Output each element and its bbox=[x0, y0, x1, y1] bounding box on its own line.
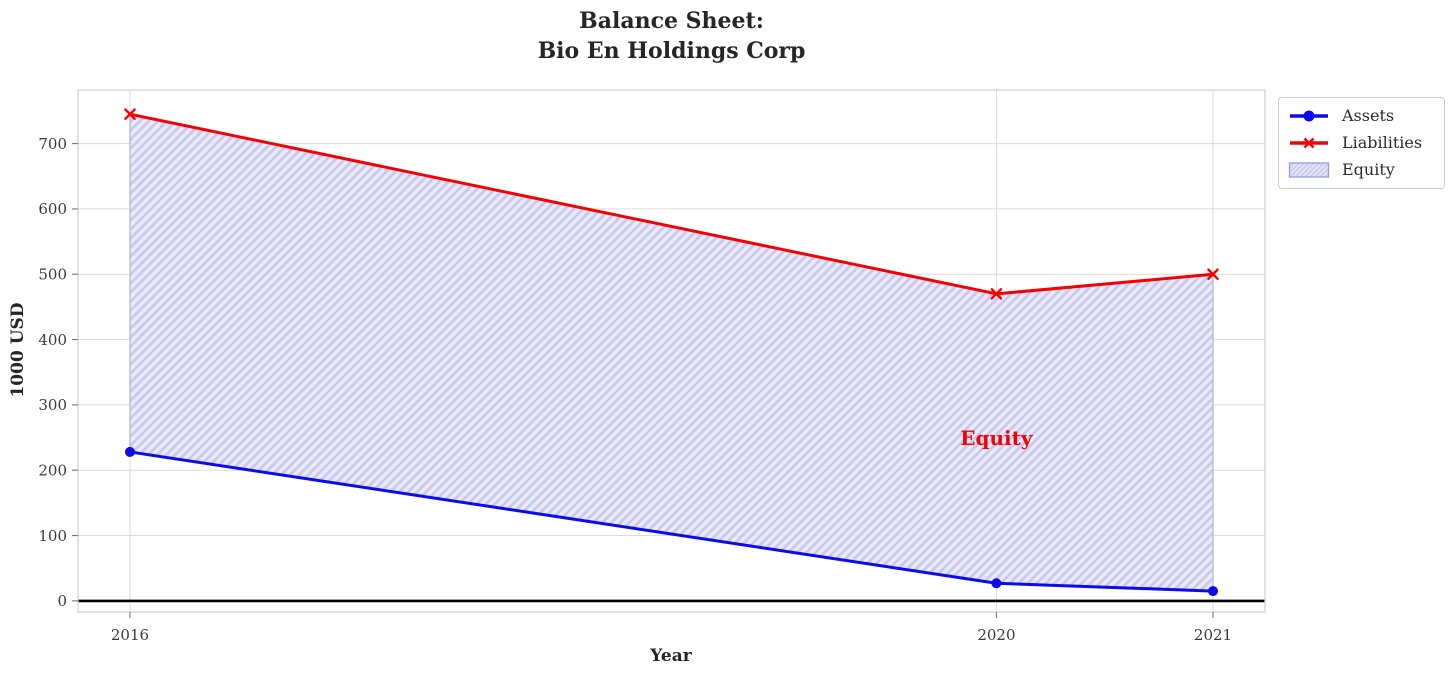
legend-label-equity: Equity bbox=[1342, 159, 1395, 179]
legend-item-assets: Assets bbox=[1287, 103, 1436, 130]
axes-spines bbox=[77, 89, 1266, 613]
equity-annotation: Equity bbox=[960, 425, 1033, 450]
x-tick-label: 2020 bbox=[977, 626, 1015, 644]
y-tick-label: 300 bbox=[38, 396, 67, 414]
legend-label-assets: Assets bbox=[1342, 106, 1395, 126]
chart-title: Balance Sheet: Bio En Holdings Corp bbox=[78, 6, 1265, 66]
x-axis-label: Year bbox=[650, 646, 692, 666]
equity-patch-swatch bbox=[1288, 162, 1330, 178]
y-tick-label: 700 bbox=[38, 135, 67, 153]
y-tick-label: 200 bbox=[38, 461, 67, 479]
y-tick-label: 400 bbox=[38, 331, 67, 349]
tick-labels: 0 100 200 300 400 500 600 700 2016 2020 2021 bbox=[38, 135, 1232, 644]
assets-line-swatch bbox=[1290, 110, 1328, 122]
tick-marks bbox=[72, 143, 1214, 618]
chart-title-line-2: Bio En Holdings Corp bbox=[537, 38, 806, 64]
y-axis-label: 1000 USD bbox=[8, 302, 28, 398]
legend-label-liabilities: Liabilities bbox=[1342, 133, 1423, 152]
legend: Assets Liabilities Equity bbox=[1278, 97, 1445, 189]
assets-markers bbox=[124, 446, 1219, 597]
legend-item-equity: Equity bbox=[1287, 156, 1436, 183]
liabilities-line-swatch bbox=[1290, 137, 1328, 149]
y-tick-label: 500 bbox=[38, 265, 67, 283]
x-tick-label: 2021 bbox=[1194, 626, 1232, 644]
y-tick-label: 0 bbox=[57, 592, 67, 610]
y-tick-label: 600 bbox=[38, 200, 67, 218]
x-tick-label: 2016 bbox=[111, 626, 149, 644]
y-tick-label: 100 bbox=[38, 527, 67, 545]
equity-fill-region bbox=[129, 113, 1214, 592]
chart-title-line-1: Balance Sheet: bbox=[579, 8, 764, 34]
legend-item-liabilities: Liabilities bbox=[1287, 130, 1436, 157]
liabilities-markers bbox=[124, 108, 1219, 300]
